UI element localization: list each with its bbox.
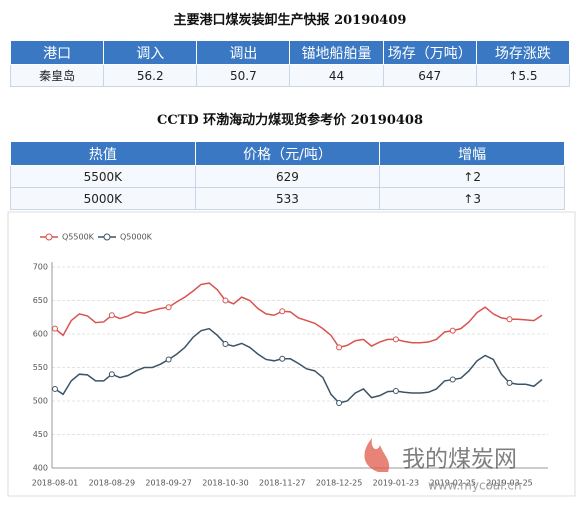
header-row: 热值 价格（元/吨） 增幅 xyxy=(10,141,565,166)
point xyxy=(52,325,58,332)
header-cell: 场存（万吨） xyxy=(382,40,477,65)
point xyxy=(222,297,229,304)
y-tick-label: 450 xyxy=(33,430,48,439)
cell: 629 xyxy=(194,165,381,188)
price-table: 热值 价格（元/吨） 增幅 5500K 629 ↑2 5000K 533 ↑3 xyxy=(10,141,565,210)
cell: ↑3 xyxy=(379,187,565,210)
point xyxy=(336,400,343,407)
point xyxy=(165,304,172,311)
series-line xyxy=(54,327,543,404)
x-tick-label: 2019-02-25 xyxy=(429,479,476,488)
cell: 5500K xyxy=(10,165,196,188)
point xyxy=(165,356,172,363)
point xyxy=(279,308,286,315)
legend-label: Q5000K xyxy=(120,233,153,242)
y-tick-label: 500 xyxy=(33,397,48,406)
cell: 50.7 xyxy=(196,64,291,87)
cell: 647 xyxy=(382,64,477,87)
legend-swatch xyxy=(45,233,53,241)
header-cell: 锚地船舶量 xyxy=(289,40,384,65)
y-tick-label: 550 xyxy=(33,363,48,372)
point xyxy=(392,336,399,343)
price-title: CCTD 环渤海动力煤现货参考价 20190408 xyxy=(156,113,424,128)
x-tick-label: 2019-03-25 xyxy=(486,479,533,488)
row: 5500K 629 ↑2 xyxy=(10,165,565,188)
cell: ↑2 xyxy=(379,165,565,188)
y-tick-label: 700 xyxy=(33,263,48,272)
watermark-flame xyxy=(364,438,390,472)
header-cell: 港口 xyxy=(9,40,105,65)
x-tick-label: 2018-10-30 xyxy=(202,479,249,488)
chart: 400 450 500 550 600 650 700 2018-08-01 2018-08-2… xyxy=(7,211,576,497)
x-tick-label: 2018-12-25 xyxy=(316,479,363,488)
cell: 秦皇岛 xyxy=(9,64,105,87)
point xyxy=(449,327,456,334)
header-cell: 增幅 xyxy=(379,141,565,166)
point xyxy=(222,341,229,348)
cell: 44 xyxy=(289,64,384,87)
row: 秦皇岛 56.2 50.7 44 647 ↑5.5 xyxy=(9,64,571,87)
x-tick-label: 2018-09-27 xyxy=(145,479,192,488)
x-tick-label: 2019-01-23 xyxy=(373,479,420,488)
x-tick-label: 2018-11-27 xyxy=(259,479,306,488)
y-tick-label: 400 xyxy=(33,464,48,473)
point xyxy=(108,312,115,319)
point xyxy=(336,344,343,351)
x-tick-label: 2018-08-01 xyxy=(32,479,79,488)
point xyxy=(392,387,399,394)
header-cell: 热值 xyxy=(10,141,196,166)
y-tick-label: 600 xyxy=(33,330,48,339)
cell: 533 xyxy=(194,187,381,210)
point xyxy=(506,379,513,386)
series-line xyxy=(54,282,543,349)
point xyxy=(506,316,513,323)
watermark-url: www.mycoal.cn xyxy=(428,479,522,493)
watermark: 我的煤炭网 xyxy=(402,447,517,473)
cell: ↑5.5 xyxy=(475,64,571,87)
legend-label: Q5500K xyxy=(62,233,95,242)
x-tick-label: 2018-08-29 xyxy=(89,479,136,488)
cell: 5000K xyxy=(10,187,196,210)
point xyxy=(52,385,58,392)
header-cell: 调出 xyxy=(196,40,291,65)
y-tick-label: 650 xyxy=(33,296,48,305)
header-cell: 场存涨跌 xyxy=(475,40,571,65)
point xyxy=(108,371,115,378)
point xyxy=(279,355,286,362)
chart-frame xyxy=(7,211,576,497)
row: 5000K 533 ↑3 xyxy=(10,187,565,210)
report-title: 主要港口煤炭装卸生产快报 20190409 xyxy=(173,13,407,28)
header-cell: 价格（元/吨） xyxy=(194,141,381,166)
cell: 56.2 xyxy=(103,64,198,87)
header-cell: 调入 xyxy=(103,40,198,65)
legend-swatch xyxy=(103,233,111,241)
port-table: 港口 调入 调出 锚地船舶量 场存（万吨） 场存涨跌 秦皇岛 56.2 50.7 44 647 ↑5.… xyxy=(9,40,571,87)
point xyxy=(449,376,456,383)
header-row: 港口 调入 调出 锚地船舶量 场存（万吨） 场存涨跌 xyxy=(9,40,571,65)
